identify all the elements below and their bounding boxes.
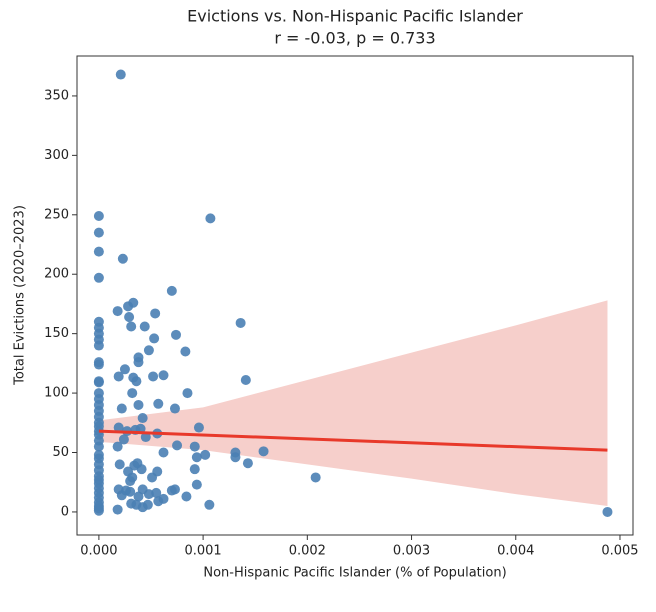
point xyxy=(172,440,183,451)
point xyxy=(116,490,127,501)
point xyxy=(112,504,123,515)
point xyxy=(158,370,169,381)
point xyxy=(137,413,148,424)
point xyxy=(127,388,138,399)
point xyxy=(148,371,159,382)
y-tick-label: 100 xyxy=(44,386,69,401)
point xyxy=(191,479,202,490)
point xyxy=(93,246,104,257)
point xyxy=(124,312,135,323)
point xyxy=(133,491,144,502)
point xyxy=(158,447,169,458)
point xyxy=(240,375,251,386)
point xyxy=(153,496,164,507)
y-axis-label: Total Evictions (2020–2023) xyxy=(13,205,28,386)
point xyxy=(133,399,144,410)
point xyxy=(125,486,136,497)
point xyxy=(114,459,125,470)
point xyxy=(112,441,123,452)
point xyxy=(139,321,150,332)
point xyxy=(93,210,104,221)
point xyxy=(205,213,216,224)
point xyxy=(116,403,127,414)
point xyxy=(193,422,204,433)
point xyxy=(191,452,202,463)
point xyxy=(182,388,193,399)
point xyxy=(200,449,211,460)
point xyxy=(189,464,200,475)
point xyxy=(126,321,137,332)
confidence-band xyxy=(98,300,608,506)
point xyxy=(189,441,200,452)
point xyxy=(140,432,151,443)
point xyxy=(129,460,140,471)
point xyxy=(137,502,148,513)
x-tick-label: 0.005 xyxy=(601,544,638,559)
point xyxy=(169,403,180,414)
x-tick-label: 0.003 xyxy=(393,544,430,559)
point xyxy=(113,422,124,433)
point xyxy=(112,306,123,317)
y-tick-label: 200 xyxy=(44,267,69,282)
point xyxy=(143,345,154,356)
point xyxy=(258,446,269,457)
x-tick-label: 0.002 xyxy=(289,544,326,559)
x-tick-label: 0.004 xyxy=(497,544,534,559)
point xyxy=(166,285,177,296)
point xyxy=(123,301,134,312)
point xyxy=(204,499,215,510)
point xyxy=(131,376,142,387)
point xyxy=(150,308,161,319)
x-tick-label: 0.001 xyxy=(184,544,221,559)
point xyxy=(171,329,182,340)
point xyxy=(119,364,130,375)
point xyxy=(149,333,160,344)
point xyxy=(147,472,158,483)
point xyxy=(118,434,129,445)
y-tick-label: 50 xyxy=(52,445,69,460)
point xyxy=(93,441,104,452)
point xyxy=(242,458,253,469)
chart-title: Evictions vs. Non-Hispanic Pacific Islan… xyxy=(187,7,523,26)
point xyxy=(93,359,104,370)
point xyxy=(93,377,104,388)
point xyxy=(310,472,321,483)
point xyxy=(235,317,246,328)
x-tick-label: 0.000 xyxy=(80,544,117,559)
y-tick-label: 0 xyxy=(61,504,69,519)
point xyxy=(230,452,241,463)
point xyxy=(113,371,124,382)
point xyxy=(93,272,104,283)
y-tick-label: 250 xyxy=(44,207,69,222)
point xyxy=(133,357,144,368)
x-axis-label: Non-Hispanic Pacific Islander (% of Popu… xyxy=(203,566,506,581)
point xyxy=(180,346,191,357)
y-tick-label: 300 xyxy=(44,148,69,163)
regression-line xyxy=(98,429,608,452)
point xyxy=(143,489,154,500)
point xyxy=(169,484,180,495)
plot-frame xyxy=(76,55,634,536)
chart-subtitle: r = -0.03, p = 0.733 xyxy=(274,29,435,48)
point xyxy=(181,491,192,502)
point xyxy=(602,506,613,517)
point xyxy=(125,476,136,487)
y-tick-label: 350 xyxy=(44,88,69,103)
point xyxy=(93,505,104,516)
point xyxy=(115,69,126,80)
point xyxy=(93,340,104,351)
point xyxy=(153,398,164,409)
y-tick-label: 150 xyxy=(44,326,69,341)
point xyxy=(117,253,128,264)
point xyxy=(93,227,104,238)
